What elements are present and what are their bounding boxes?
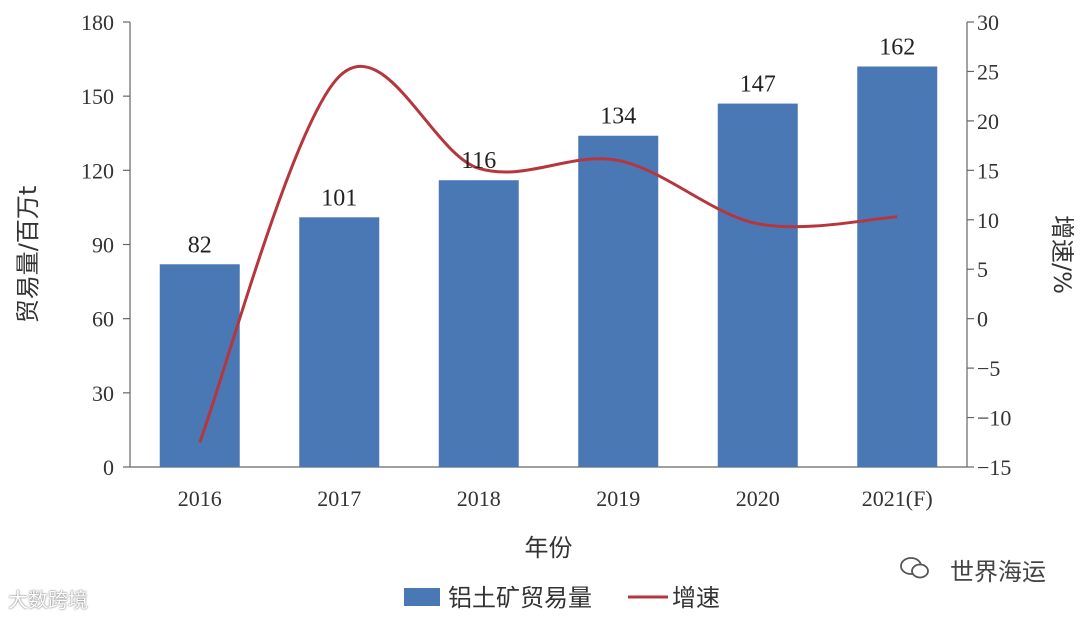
legend: 铝土矿贸易量 增速	[404, 584, 720, 612]
bar	[438, 180, 519, 467]
bar-value-label: 162	[879, 35, 915, 61]
right-tick-label: 25	[977, 59, 999, 84]
bar-value-label: 147	[740, 72, 776, 98]
watermark-right: 世界海运	[950, 558, 1046, 586]
bar	[159, 264, 240, 467]
left-tick-label: 60	[92, 307, 114, 332]
x-tick-label: 2016	[178, 486, 222, 511]
x-tick-label: 2021(F)	[862, 486, 933, 511]
x-tick-label: 2020	[736, 486, 780, 511]
right-tick-label: 20	[977, 109, 999, 134]
bar	[578, 135, 659, 467]
left-tick-label: 90	[92, 233, 114, 258]
axes: 0 30 60 90 120 150 180 −15 −10 −5 0 5 10 15 20 25 30 2016…	[14, 10, 1076, 562]
y2-axis-title: 增速/%	[1048, 215, 1076, 294]
bar	[857, 66, 938, 467]
right-tick-label: 5	[977, 257, 988, 282]
legend-bar-swatch	[404, 588, 440, 606]
legend-line-label: 增速	[672, 584, 720, 612]
right-tick-label: −10	[977, 406, 1011, 431]
left-tick-label: 120	[81, 158, 114, 183]
growth-line-layer	[198, 65, 898, 443]
right-tick-label: 15	[977, 158, 999, 183]
growth-rate-line	[198, 65, 898, 443]
left-tick-label: 150	[81, 84, 114, 109]
y-axis-title: 贸易量/百万t	[14, 186, 42, 324]
x-tick-label: 2017	[317, 486, 361, 511]
legend-bar-label: 铝土矿贸易量	[448, 584, 592, 612]
bar-value-label: 116	[461, 148, 496, 174]
watermark-left: 大数跨境	[8, 588, 88, 612]
bar-value-label: 134	[600, 104, 636, 130]
bars	[159, 66, 938, 467]
data-labels: 82 101 116 134 147 162	[188, 35, 916, 259]
x-axis-title: 年份	[525, 534, 573, 562]
bar	[299, 217, 380, 467]
right-tick-label: 10	[977, 208, 999, 233]
left-tick-label: 30	[92, 381, 114, 406]
right-tick-label: −15	[977, 455, 1011, 480]
x-tick-label: 2019	[596, 486, 640, 511]
right-tick-label: 0	[977, 307, 988, 332]
right-tick-label: 30	[977, 10, 999, 35]
right-tick-label: −5	[977, 356, 1000, 381]
wechat-icon	[900, 557, 929, 579]
bar	[717, 103, 798, 467]
left-tick-label: 0	[103, 455, 114, 480]
x-tick-label: 2018	[457, 486, 501, 511]
bar-value-label: 101	[321, 185, 357, 211]
left-tick-label: 180	[81, 10, 114, 35]
bar-value-label: 82	[188, 232, 212, 258]
